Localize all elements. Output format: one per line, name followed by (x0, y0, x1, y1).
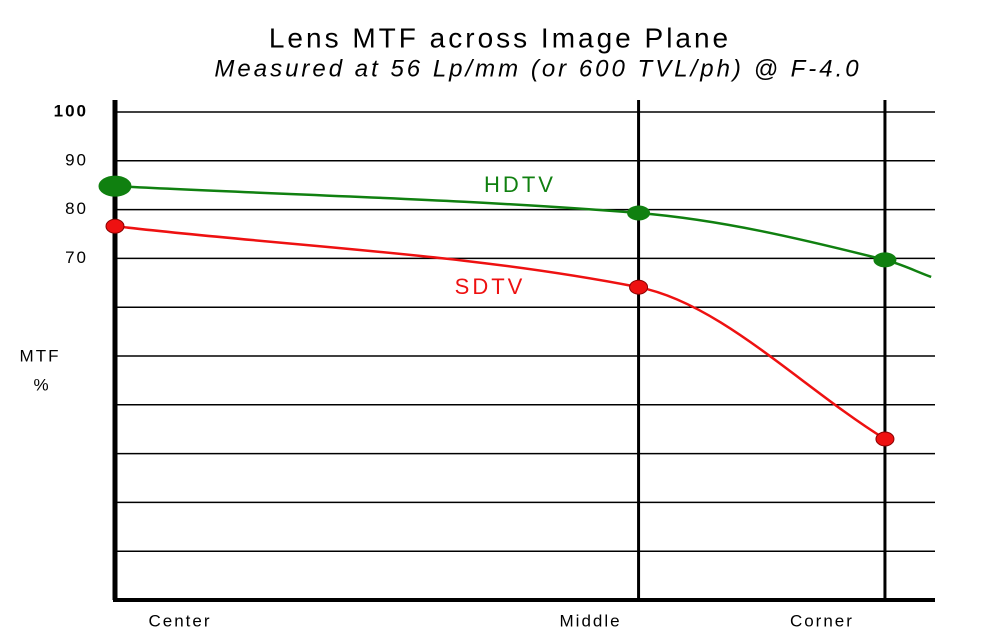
y-axis-label: MTF (20, 346, 61, 365)
y-tick-label: 80 (65, 199, 88, 218)
x-tick-label: Corner (790, 611, 854, 630)
marker (627, 205, 651, 221)
marker (629, 279, 649, 295)
x-tick-label: Middle (560, 611, 622, 630)
y-tick-label: 90 (65, 150, 88, 169)
marker (105, 218, 125, 234)
series-label: SDTV (455, 274, 526, 299)
line (114, 184, 932, 279)
series-label: HDTV (484, 172, 556, 197)
marker (98, 175, 132, 197)
y-tick-label: 70 (65, 248, 88, 267)
chart-subtitle: Measured at 56 Lp/mm (or 600 TVL/ph) @ F… (214, 55, 861, 82)
y-tick-label: 100 (54, 101, 88, 120)
marker (873, 252, 897, 268)
y-axis-label: % (33, 375, 50, 394)
chart-title: Lens MTF across Image Plane (269, 22, 731, 53)
line (114, 224, 886, 441)
marker (875, 431, 895, 447)
x-tick-label: Center (148, 611, 211, 630)
